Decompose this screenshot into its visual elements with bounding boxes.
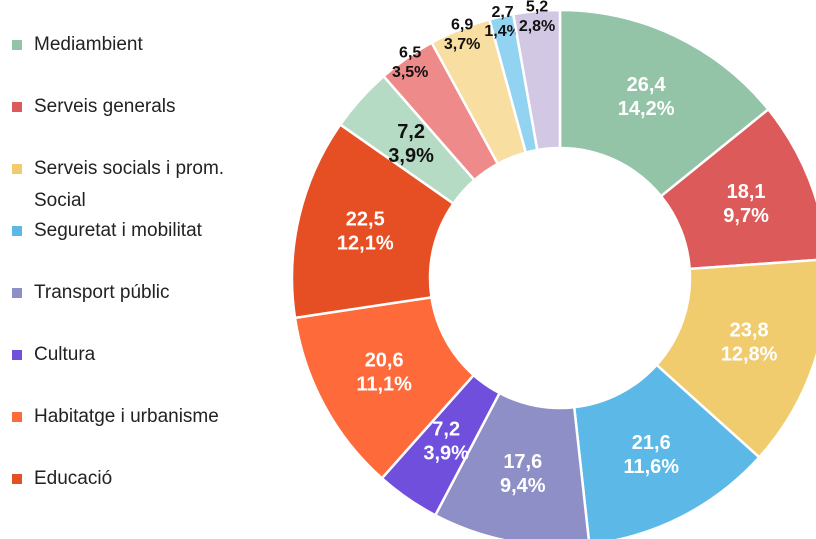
percent-label: 2,8% [519,18,555,35]
value-label: 2,7 [491,4,513,21]
segment-label: 17,69,4% [500,451,546,497]
percent-label: 3,5% [392,64,428,81]
legend-item: Educació [12,463,282,495]
segment-label: 6,9 3,7% [444,17,480,53]
percent-label: 9,4% [500,475,546,497]
legend-item: Cultura [12,339,282,371]
value-label: 7,2 [397,121,425,143]
value-label: 6,5 [399,45,421,62]
legend-item: Serveis socials i prom. Social [12,153,282,217]
legend-swatch [12,288,22,298]
legend-swatch [12,40,22,50]
legend-label: Seguretat i mobilitat [34,220,202,241]
donut-segment [558,8,771,198]
value-label: 5,2 [526,0,548,16]
legend-swatch [12,226,22,236]
legend-label: Serveis socials i prom. Social [34,158,225,211]
legend-swatch [12,164,22,174]
value-label: 7,2 [432,419,460,441]
value-label: 20,6 [365,350,404,372]
percent-label: 3,7% [444,36,480,53]
segment-label: 18,19,7% [723,181,769,227]
percent-label: 9,7% [723,205,769,227]
legend-label: Habitatge i urbanisme [34,406,219,427]
legend-label: Serveis generals [34,96,176,117]
legend-swatch [12,412,22,422]
legend-swatch [12,350,22,360]
segment-label: 7,23,9% [388,121,434,167]
value-label: 26,4 [627,74,667,96]
segment-label: 26,414,2% [618,74,675,120]
value-label: 6,9 [451,17,473,34]
percent-label: 12,8% [721,343,778,365]
percent-label: 11,6% [623,456,679,478]
percent-label: 14,2% [618,98,675,120]
donut-segment [654,258,816,460]
legend-label: Educació [34,468,113,489]
legend-swatch [12,102,22,112]
legend-item: Transport públic [12,277,282,309]
value-label: 23,8 [730,319,769,341]
segment-label: 21,611,6% [623,432,679,478]
donut-segment [572,363,761,539]
percent-label: 11,1% [356,374,412,396]
legend-label: Cultura [34,344,96,365]
percent-label: 12,1% [337,233,394,255]
value-label: 17,6 [503,451,542,473]
value-label: 22,5 [346,209,385,231]
segment-label: 5,2 2,8% [519,0,555,35]
segment-label: 23,812,8% [721,319,778,365]
legend-swatch [12,474,22,484]
segment-label: 20,611,1% [356,350,412,396]
percent-label: 3,9% [423,443,469,465]
segment-label: 2,7 1,4% [484,4,520,40]
value-label: 18,1 [727,181,766,203]
legend-item: Mediambient [12,29,282,61]
legend-item: Habitatge i urbanisme [12,401,282,433]
legend-item: Serveis generals [12,91,282,123]
legend-label: Mediambient [34,34,143,55]
percent-label: 1,4% [484,23,520,40]
percent-label: 3,9% [388,145,434,167]
segment-label: 6,5 3,5% [392,45,428,81]
segment-label: 22,512,1% [337,209,394,255]
segment-label: 7,23,9% [423,419,469,465]
value-label: 21,6 [632,432,671,454]
legend-item: Seguretat i mobilitat [12,215,282,247]
donut-segment [511,8,562,152]
donut-segment [659,107,816,271]
legend-label: Transport públic [34,282,170,303]
